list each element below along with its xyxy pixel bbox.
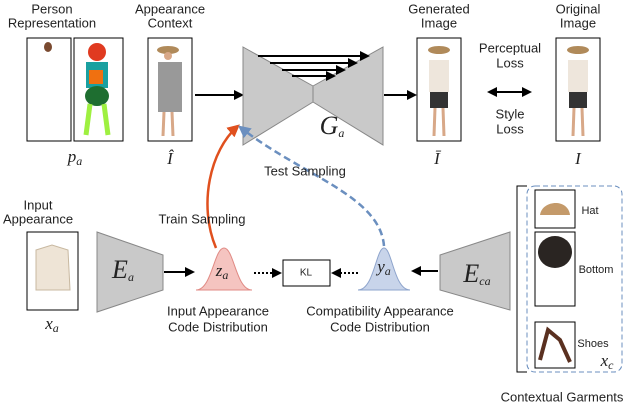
generated-image [416,37,462,142]
test-sampling-path [238,125,386,247]
appearance-context-image [147,37,193,142]
math-label: Eca [462,259,490,288]
label: Representation [8,15,96,30]
label: Train Sampling [159,211,246,226]
label: Shoes [577,338,609,350]
garment-images [534,189,576,369]
label: Image [421,15,457,30]
label: Context [148,15,193,30]
math-label: I [574,149,582,168]
label: Compatibility Appearance [306,303,453,318]
skip-connections [258,51,370,81]
label: Loss [496,121,524,136]
bracket [516,185,527,373]
label: Appearance [3,211,73,226]
label: Bottom [579,264,614,276]
person-representation-images [26,37,124,142]
label: Perceptual [479,40,541,55]
label: KL [300,268,313,279]
garments-box [526,185,623,373]
encoder-a [96,231,164,313]
label: Loss [496,55,524,70]
generator-encoder [242,46,314,146]
math-label: xa [44,314,59,335]
kl-box [282,259,331,287]
label: Test Sampling [264,163,346,178]
label: Input Appearance [167,303,269,318]
input-appearance-image [26,231,79,311]
encoder-ca [439,231,511,311]
gaussian-y [357,247,411,291]
gaussian-z [195,247,253,291]
train-sampling-path [206,124,240,249]
label: Code Distribution [168,319,268,334]
math-label: xc [600,351,615,372]
label: Hat [581,205,598,217]
label: Code Distribution [330,319,430,334]
label: Generated [408,1,469,16]
math-label: Ea [111,255,134,284]
math-label: za [215,261,229,282]
math-label: pa [67,147,83,168]
label: Appearance [135,1,205,16]
label: Original [556,1,601,16]
label: Person [31,1,72,16]
label: Style [496,106,525,121]
label: Input [24,197,53,212]
label: Image [560,15,596,30]
math-label: ya [375,257,391,278]
original-image [555,37,601,142]
label: Contextual Garments [501,389,624,404]
math-label: Ī [433,149,442,168]
math-label: Î [166,149,174,168]
math-label: Ga [320,111,345,140]
